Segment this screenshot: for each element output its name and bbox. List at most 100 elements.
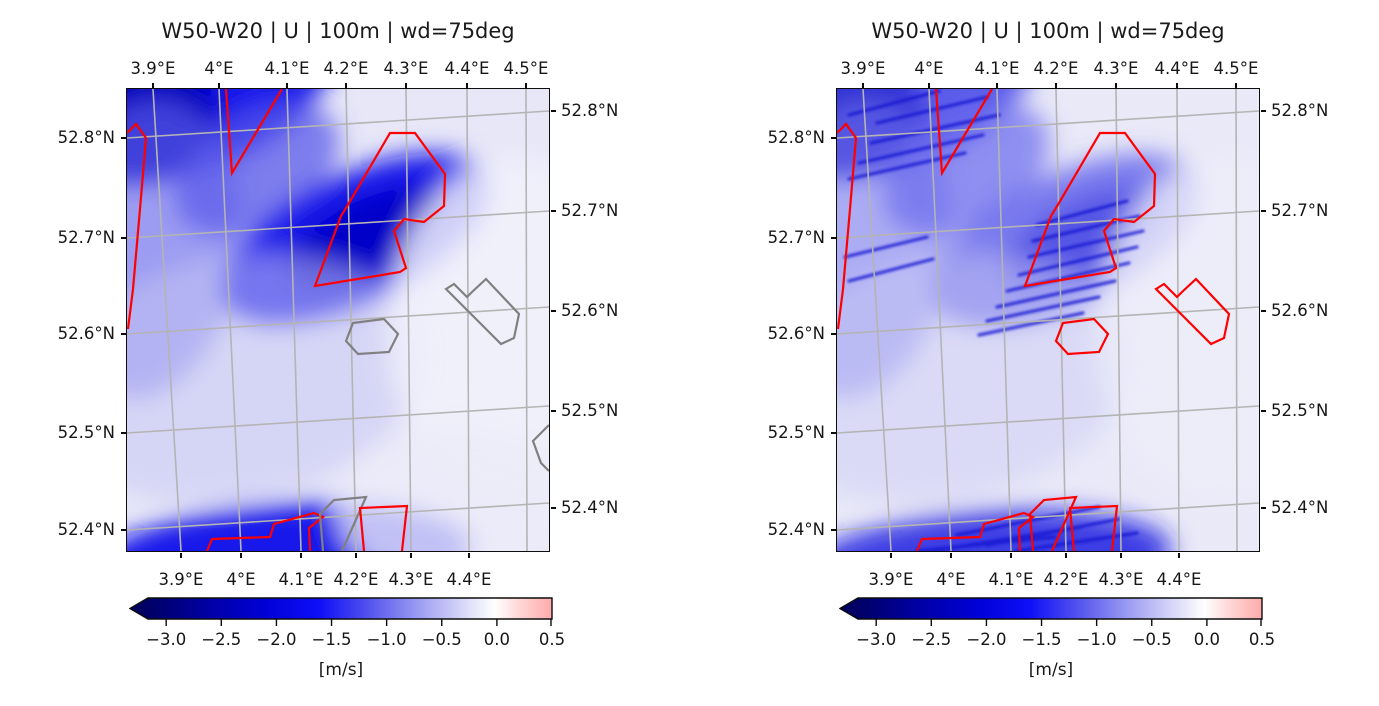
- colorbar-tick-label: −2.5: [201, 630, 242, 649]
- ytick-label-left: 52.4°N: [767, 520, 825, 539]
- axis-tick: [466, 82, 468, 88]
- colorbar-tick-label: −0.5: [1131, 630, 1172, 649]
- axis-tick: [1260, 210, 1266, 212]
- axis-tick: [550, 110, 556, 112]
- colorbar-tick-label: 0.0: [1193, 630, 1221, 649]
- xtick-label-top: 4.2°E: [1033, 59, 1079, 78]
- wind-farm-outline-red: [224, 89, 283, 177]
- wind-farm-outline-red: [1023, 131, 1157, 288]
- colorbar-extend-arrow-bar: [129, 597, 553, 620]
- panel-title: W50-W20 | U | 100m | wd=75deg: [871, 19, 1225, 43]
- axis-tick: [1065, 552, 1067, 558]
- axis-tick: [830, 333, 836, 335]
- wind-farm-outline-red: [205, 511, 326, 551]
- colorbar-left: −3.0 −2.5 −2.0 −1.5 −1.0 −0.5 0.0 0.5 [m/s]: [129, 597, 565, 680]
- ytick-label-left: 52.4°N: [57, 520, 115, 539]
- colorbar-tick-label: −3.0: [146, 630, 187, 649]
- colorbar-gradient: [129, 597, 553, 626]
- ytick-label-left: 52.8°N: [767, 128, 825, 147]
- xtick-label-bottom: 4.2°E: [333, 570, 379, 589]
- axis-tick: [1055, 82, 1057, 88]
- axis-tick: [355, 552, 357, 558]
- wind-farm-outline-red: [915, 511, 1036, 551]
- map-panel-left: W50-W20 | U | 100m | wd=75deg 3.9°E 4°E 4.…: [58, 19, 619, 589]
- wind-farm-outline-red: [313, 131, 447, 288]
- wake-deficit-blobs: [127, 89, 549, 551]
- xtick-label-bottom: 4.3°E: [388, 570, 434, 589]
- panel-title: W50-W20 | U | 100m | wd=75deg: [161, 19, 515, 43]
- axis-tick: [410, 552, 412, 558]
- xtick-label-top: 4°E: [204, 59, 234, 78]
- axis-tick: [862, 82, 864, 88]
- ytick-label-left: 52.7°N: [57, 228, 115, 247]
- ytick-label-right: 52.4°N: [561, 498, 619, 517]
- colorbar-gradient: [839, 597, 1263, 626]
- xtick-label-bottom: 3.9°E: [868, 570, 914, 589]
- xtick-label-top: 3.9°E: [130, 59, 176, 78]
- wind-farm-outline-gray: [531, 424, 549, 472]
- ytick-label-right: 52.6°N: [1271, 301, 1329, 320]
- axis-tick: [300, 552, 302, 558]
- colorbar-tick-label: −3.0: [856, 630, 897, 649]
- xtick-label-bottom: 4.4°E: [446, 570, 492, 589]
- wind-farm-outline-red: [1028, 495, 1078, 551]
- map-panel-right: W50-W20 | U | 100m | wd=75deg 3.9°E 4°E 4.…: [768, 19, 1329, 589]
- wake-field-map: [837, 89, 1259, 551]
- xtick-label-bottom: 4.1°E: [988, 570, 1034, 589]
- ytick-label-right: 52.8°N: [1271, 101, 1329, 120]
- axis-tick: [1120, 552, 1122, 558]
- graticule: [837, 89, 1259, 551]
- axis-tick: [152, 82, 154, 88]
- colorbar-tick-label: −0.5: [421, 630, 462, 649]
- colorbar-tick-label: 0.0: [483, 630, 511, 649]
- colorbar-tick-label: −2.5: [911, 630, 952, 649]
- xtick-label-bottom: 4.4°E: [1156, 570, 1202, 589]
- xtick-label-top: 4.3°E: [383, 59, 429, 78]
- graticule: [127, 89, 549, 551]
- wind-farm-outline-red: [934, 89, 993, 177]
- axis-tick: [550, 210, 556, 212]
- colorbar-tick-label: −1.0: [1076, 630, 1117, 649]
- wind-farm-outline-red: [127, 122, 148, 330]
- axis-tick: [1260, 410, 1266, 412]
- wind-farm-outline-red: [358, 504, 409, 551]
- axis-tick: [1176, 82, 1178, 88]
- colorbar-tick-label: 0.5: [538, 630, 566, 649]
- axis-tick: [120, 432, 126, 434]
- axis-tick: [1260, 507, 1266, 509]
- xtick-label-top: 4.1°E: [264, 59, 310, 78]
- wind-farm-outline-red: [1154, 277, 1231, 346]
- xtick-label-top: 4.4°E: [444, 59, 490, 78]
- colorbar-tick-label: −2.0: [256, 630, 297, 649]
- colorbar-units-label: [m/s]: [1028, 660, 1074, 680]
- ytick-label-left: 52.7°N: [767, 228, 825, 247]
- ytick-label-left: 52.6°N: [57, 324, 115, 343]
- xtick-label-bottom: 4°E: [226, 570, 256, 589]
- axis-tick: [1178, 552, 1180, 558]
- axis-tick: [120, 333, 126, 335]
- axis-tick: [405, 82, 407, 88]
- axis-tick: [550, 507, 556, 509]
- axis-tick: [830, 237, 836, 239]
- colorbar-units-label: [m/s]: [318, 660, 364, 680]
- colorbar-tick-label: −1.5: [311, 630, 352, 649]
- axis-tick: [286, 82, 288, 88]
- axis-tick: [928, 82, 930, 88]
- xtick-label-top: 4.5°E: [503, 59, 549, 78]
- wind-farm-outline-red: [837, 122, 858, 330]
- xtick-label-bottom: 4.1°E: [278, 570, 324, 589]
- axis-tick: [1115, 82, 1117, 88]
- xtick-label-bottom: 4.2°E: [1043, 570, 1089, 589]
- xtick-label-bottom: 4°E: [936, 570, 966, 589]
- axis-tick: [525, 82, 527, 88]
- colorbar-right: −3.0 −2.5 −2.0 −1.5 −1.0 −0.5 0.0 0.5 [m/s]: [839, 597, 1275, 680]
- ytick-label-right: 52.7°N: [561, 201, 619, 220]
- colorbar-tick-label: 0.5: [1248, 630, 1276, 649]
- xtick-label-top: 4.3°E: [1093, 59, 1139, 78]
- ytick-label-right: 52.8°N: [561, 101, 619, 120]
- xtick-label-top: 4.2°E: [323, 59, 369, 78]
- ytick-label-left: 52.8°N: [57, 128, 115, 147]
- axis-tick: [180, 552, 182, 558]
- ytick-label-right: 52.6°N: [561, 301, 619, 320]
- colorbar-tick-label: −2.0: [966, 630, 1007, 649]
